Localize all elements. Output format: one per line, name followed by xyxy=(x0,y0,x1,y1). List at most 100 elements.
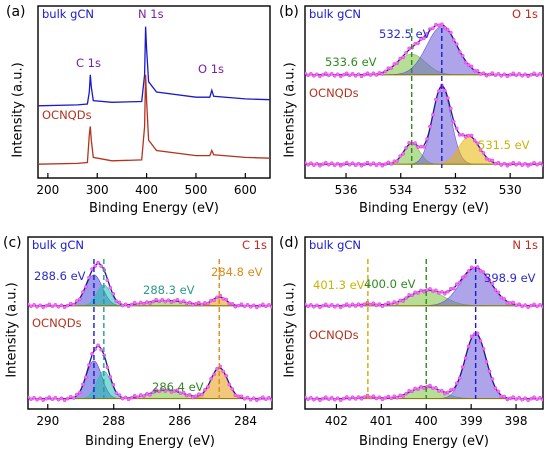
data-point xyxy=(56,304,61,309)
data-point xyxy=(160,387,164,392)
data-point xyxy=(84,375,88,379)
data-point xyxy=(111,382,116,387)
panel-a: 200 300 400 500 600 Binding Energy (eV) Intens… xyxy=(6,4,271,216)
data-point xyxy=(490,158,495,163)
data-point xyxy=(401,299,406,303)
data-point xyxy=(350,395,355,400)
data-point xyxy=(520,397,525,402)
data-point xyxy=(434,385,438,390)
data-point xyxy=(154,388,158,392)
x-tick-label: 530 xyxy=(499,183,522,197)
data-point xyxy=(523,72,527,77)
data-point xyxy=(38,396,43,401)
data-point xyxy=(475,69,480,73)
data-point xyxy=(56,397,61,402)
data-point xyxy=(401,394,406,399)
data-point xyxy=(356,302,361,307)
data-point xyxy=(502,394,507,399)
x-tick-label: 284 xyxy=(234,414,257,428)
annotation: OCNQDs xyxy=(309,328,359,342)
data-point xyxy=(305,71,307,76)
data-point xyxy=(460,275,465,280)
data-point xyxy=(374,163,379,167)
data-point xyxy=(368,73,373,77)
annotation: OCNQDs xyxy=(32,316,82,330)
data-point xyxy=(200,302,204,307)
data-point xyxy=(422,144,426,149)
data-point xyxy=(466,269,471,273)
data-point xyxy=(425,288,429,292)
data-point xyxy=(448,106,453,111)
data-point xyxy=(166,387,171,392)
annotation: N 1s xyxy=(138,7,164,21)
data-point xyxy=(514,303,519,308)
data-point xyxy=(475,141,480,146)
data-point xyxy=(442,88,447,93)
x-tick-label: 288 xyxy=(102,414,125,428)
data-point xyxy=(28,302,30,307)
annotation: O 1s xyxy=(512,7,538,21)
annotation: 531.5 eV xyxy=(478,138,530,152)
data-point xyxy=(315,161,319,166)
data-point xyxy=(493,386,498,390)
data-point xyxy=(478,268,483,273)
data-point xyxy=(377,395,382,400)
data-point xyxy=(335,396,340,401)
data-point xyxy=(526,398,530,403)
data-point xyxy=(448,388,453,392)
data-point xyxy=(148,301,152,306)
data-point xyxy=(529,396,533,401)
data-point xyxy=(32,395,36,400)
annotation: OCNQDs xyxy=(42,108,92,122)
data-point xyxy=(463,273,468,278)
data-point xyxy=(478,339,483,343)
data-point xyxy=(365,71,370,75)
data-point xyxy=(157,389,161,394)
data-point xyxy=(145,300,149,304)
data-point xyxy=(90,351,94,356)
data-point xyxy=(245,395,250,400)
data-point xyxy=(499,74,504,78)
data-point xyxy=(117,393,122,397)
data-point xyxy=(321,73,325,77)
data-point xyxy=(326,162,331,167)
data-point xyxy=(81,290,85,294)
data-point xyxy=(236,303,241,308)
data-point xyxy=(315,72,319,77)
panel-label: (d) xyxy=(279,235,299,251)
data-point xyxy=(413,41,417,46)
plot-area xyxy=(38,26,270,165)
data-point xyxy=(129,302,134,307)
data-point xyxy=(404,145,408,150)
data-point xyxy=(466,133,471,138)
data-point xyxy=(148,393,152,397)
data-point xyxy=(496,290,501,295)
panel-d: 402 401 400 399 398 Binding Energy (eV) Intens… xyxy=(279,235,544,449)
data-point xyxy=(478,72,483,76)
data-point xyxy=(359,74,364,79)
data-point xyxy=(365,160,370,165)
data-point xyxy=(541,397,543,402)
data-point xyxy=(32,302,36,307)
data-point xyxy=(96,260,100,265)
data-point xyxy=(395,395,400,400)
data-point xyxy=(484,276,489,280)
data-point xyxy=(335,161,340,166)
data-point xyxy=(523,396,528,401)
data-point xyxy=(451,119,456,124)
data-point xyxy=(422,289,426,294)
data-point xyxy=(315,396,319,401)
data-point xyxy=(323,71,328,76)
data-point xyxy=(502,296,507,301)
x-tick-label: 532 xyxy=(444,183,467,197)
data-point xyxy=(329,395,334,400)
data-point xyxy=(440,289,444,294)
data-point xyxy=(239,302,244,307)
data-point xyxy=(309,302,313,307)
x-tick-label: 290 xyxy=(36,414,59,428)
data-point xyxy=(44,396,49,401)
data-point xyxy=(318,163,322,168)
data-point xyxy=(437,389,441,393)
data-point xyxy=(490,281,495,286)
data-point xyxy=(383,162,388,166)
